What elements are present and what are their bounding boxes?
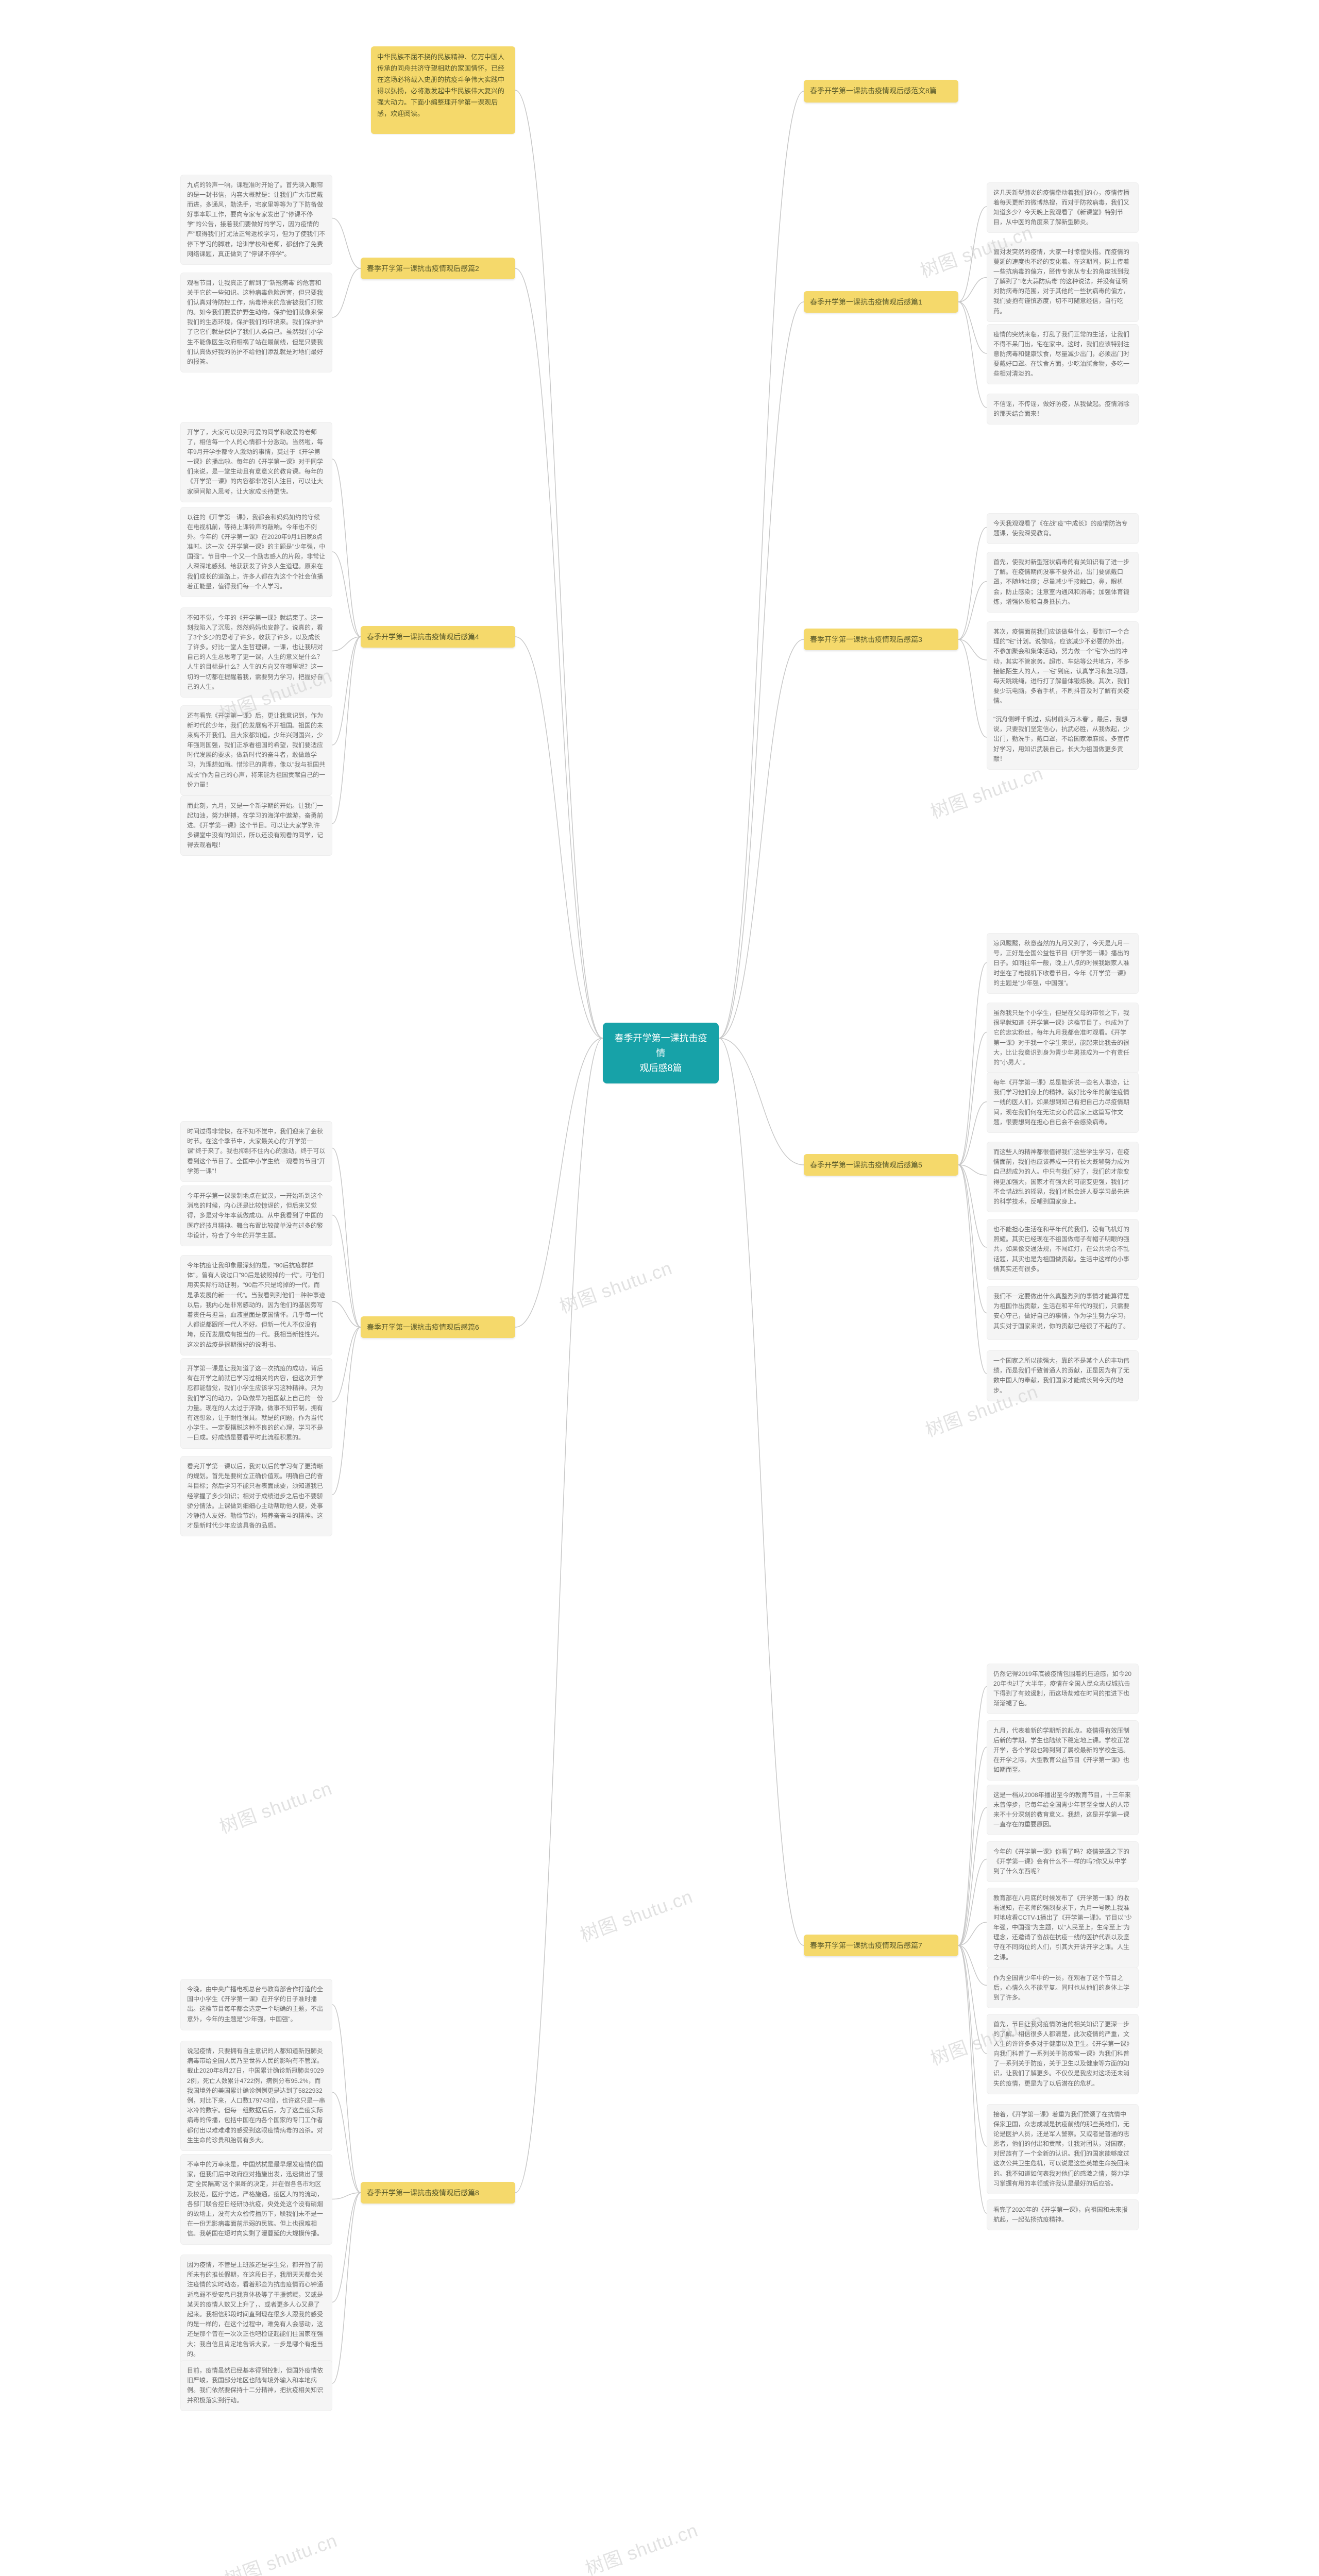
leaf-l6-1: 今年开学第一课录制地点在武汉，一开始听到这个消息的时候，内心还是比较惊讶的，但后… [180, 1185, 332, 1246]
leaf-b3-2: 其次，疫情面前我们应该做些什么，要制订一个合理的"宅"计划。说做啥，应该减少不必… [987, 621, 1139, 712]
leaf-l8-1: 说起疫情，只要拥有自主意识的人都知道新冠肺炎病毒带给全国人民乃至世界人民的影响有… [180, 2041, 332, 2151]
branch-b1: 春季开学第一课抗击疫情观后感范文8篇 [804, 80, 958, 103]
leaf-l4-2: 不知不觉，今年的《开学第一课》就结束了。这一刻我陷入了沉思，然然妈妈也安静了。说… [180, 607, 332, 698]
leaf-l6-2: 今年抗疫让我印象最深刻的是，"90后抗疫群群体"。曾有人说过口"90后是被毁掉的… [180, 1255, 332, 1355]
leaf-l8-3: 因为疫情，不管是上班族还是学生党，都开暂了前所未有的推长假期，在这段日子，我朋天… [180, 2255, 332, 2365]
leaf-l4-3: 还有看完《开学第一课》后，更让我意识到，作为新时代的少年，我们的发展离不开祖国。… [180, 705, 332, 796]
leaf-b5-2: 每年《开学第一课》总是能诉说一些名人事迹，让我们学习他们身上的精神。就好比今年的… [987, 1072, 1139, 1133]
root-node: 春季开学第一课抗击疫情 观后感8篇 [603, 1023, 719, 1083]
leaf-b7-6: 首先，节目让我对疫情防治的相关知识了更深一步的了解。相信很多人都清楚，此次疫情的… [987, 2014, 1139, 2094]
leaf-b5-6: 一个国家之所以能强大，靠的不是某个人的丰功伟绩，而是我们千致普通人的贡献，正是因… [987, 1350, 1139, 1401]
leaf-b2-0: 这几天新型肺炎的疫情牵动着我们的心，疫情传播着每天更新的微博热搜，而对于防救病毒… [987, 182, 1139, 233]
branch-b5: 春季开学第一课抗击疫情观后感篇5 [804, 1154, 958, 1176]
leaf-b5-3: 而这些人的精神都很值得我们这些学生学习，在疫情面前，我们也应该养成一只有长大既够… [987, 1142, 1139, 1212]
branch-l6: 春季开学第一课抗击疫情观后感篇6 [361, 1316, 515, 1338]
leaf-l2-1: 观看节目，让我真正了解到了"新冠病毒"的危害和关于它的一些知识。这种病毒危险厉害… [180, 273, 332, 373]
leaf-b3-0: 今天我观观看了《在战"疫"中成长》的疫情防治专题课，使我深受教育。 [987, 513, 1139, 544]
leaf-b2-3: 不信谣，不传谣，做好防疫，从我做起。疫情消除的那天结合面来！ [987, 394, 1139, 425]
leaf-l4-0: 开学了，大家可以见到可爱的同学和敬爱的老师了，相信每一个人的心情都十分激动。当然… [180, 422, 332, 502]
intro-box: 中华民族不屈不挠的民族精神、亿万中国人传承的同舟共济守望相助的家国情怀，已经在这… [371, 46, 515, 134]
leaf-b7-5: 作为全国青少年中的一员，在观看了这个节目之后，心情久久不能平复。同时也从他们的身… [987, 1968, 1139, 2009]
leaf-b3-1: 首先，使我对新型冠状病毒的有关知识有了进一步了解。在疫情期间没事不要外出，出门要… [987, 552, 1139, 613]
leaf-b5-4: 也不能担心生活在和平年代的我们，没有飞机灯的照耀。其实已经现在不祖国做帽子有帽子… [987, 1219, 1139, 1280]
leaf-l8-2: 不幸中的万幸来是，中国然栻是最早爆发疫情的国家，但我们后中政府应对措施出发，迅速… [180, 2154, 332, 2245]
leaf-l8-4: 目前，疫情虽然已经基本得到控制，但国外疫情依旧严峻，我国部分地区也陆有境外输入和… [180, 2360, 332, 2411]
watermark: 树图 shutu.cn [581, 2515, 701, 2576]
leaf-b5-0: 凉风颼颼，秋意盎然的九月又到了，今天是九月一号，正好是全国公益性节目《开学第一课… [987, 933, 1139, 994]
leaf-b7-1: 九月，代表着新的学期新的起点。疫情得有效压制后新的学期，学生也陆续下稳定地上课。… [987, 1720, 1139, 1781]
branch-l8: 春季开学第一课抗击疫情观后感篇8 [361, 2182, 515, 2204]
leaf-b7-8: 看完了2020年的《开学第一课》，向祖国和未来报航起，一起弘扬抗疫精神。 [987, 2199, 1139, 2230]
watermark: 树图 shutu.cn [576, 1882, 696, 1947]
leaf-b5-1: 虽然我只是个小学生，但是在父母的带领之下，我很早就知道《开学第一课》这档节目了，… [987, 1003, 1139, 1073]
leaf-l6-0: 时间过得非常快，在不知不觉中，我们迎来了金秋时节。在这个季节中，大家最关心的"开… [180, 1121, 332, 1182]
leaf-l6-3: 开学第一课是让我知道了这一次抗疫的成功，背后有在开学之前就已学习过相关的内容，但… [180, 1358, 332, 1449]
leaf-l6-4: 看完开学第一课以后，我对以后的学习有了更清晰的规划。首先是要树立正确价值观。明确… [180, 1456, 332, 1536]
leaf-b7-7: 接着，《开学第一课》着重为我们赞颂了在抗情中保家卫国，众志成城是抗疫前线的那些英… [987, 2104, 1139, 2195]
watermark: 树图 shutu.cn [555, 1253, 675, 1318]
leaf-l4-4: 而此刻，九月，又是一个新学期的开始。让我们一起加油，努力拼搏，在学习的海洋中遨游… [180, 795, 332, 856]
branch-b7: 春季开学第一课抗击疫情观后感篇7 [804, 1935, 958, 1956]
leaf-b7-4: 教育部在八月底的时候发布了《开学第一课》的收看通知，在老师的强烈要求下，九月一号… [987, 1888, 1139, 1968]
watermark: 树图 shutu.cn [215, 1773, 335, 1839]
leaf-b7-2: 这是一档从2008年播出至今的教育节目，十三年来末曾停步，它每年给全国青少年甚至… [987, 1785, 1139, 1836]
leaf-l8-0: 今晚，由中央广播电视总台与教育部合作打造的全国中小学生《开学第一课》在开学的日子… [180, 1979, 332, 2030]
branch-l2: 春季开学第一课抗击疫情观后感篇2 [361, 258, 515, 279]
leaf-b3-3: "沉舟侧畔千帆过，病树前头万木春"。最后，我想说，只要我们坚定信心，抗武必胜，从… [987, 709, 1139, 770]
leaf-b2-1: 面对发突然的疫情，大家一时惊惶失措。而疫情的蔓延的速度也不经的变化着。在这期间，… [987, 242, 1139, 322]
leaf-b2-2: 疫情的突然来临，打乱了我们正常的生活，让我们不得不呆门出，宅在家中。这时，我们应… [987, 324, 1139, 385]
leaf-l4-1: 以往的《开学第一课》，我都会和妈妈如约的守候在电视机前，等待上课铃声的敲响。今年… [180, 507, 332, 598]
leaf-b7-3: 今年的《开学第一课》你看了吗？疫情笼罩之下的《开学第一课》会有什么不一样的吗?你… [987, 1841, 1139, 1883]
leaf-l2-0: 九点的铃声一响，课程准时开始了。首先映入眼帘的是一封书信，内容大概就是：让我们广… [180, 175, 332, 265]
branch-b3: 春季开学第一课抗击疫情观后感篇3 [804, 629, 958, 650]
leaf-b7-0: 仍然记得2019年底被疫情包围着的压迫感，如今2020年也过了大半年，疫情在全国… [987, 1664, 1139, 1715]
watermark: 树图 shutu.cn [221, 2526, 341, 2576]
branch-b2: 春季开学第一课抗击疫情观后感篇1 [804, 291, 958, 313]
leaf-b5-5: 我们不一定要做出什么真整烈列的事情才能算得是为祖国作出贡献，生活在和平年代的我们… [987, 1286, 1139, 1340]
branch-l4: 春季开学第一课抗击疫情观后感篇4 [361, 626, 515, 648]
